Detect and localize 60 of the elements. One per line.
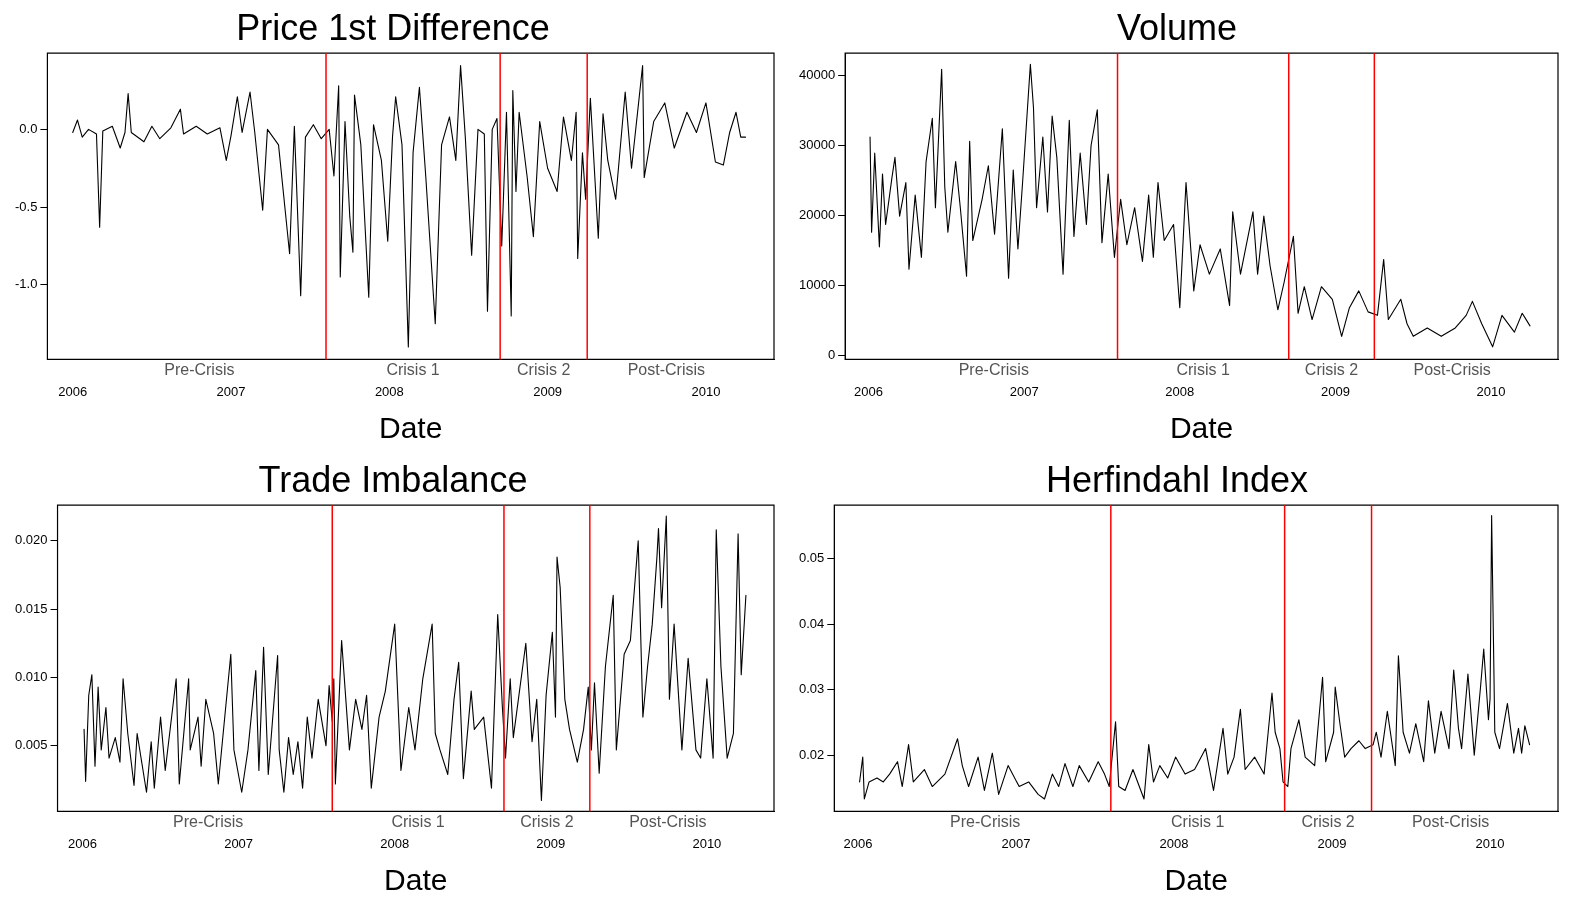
text: Crisis 2	[520, 812, 574, 830]
text: Crisis 2	[517, 360, 571, 378]
x-tick-label: 2008	[380, 835, 410, 851]
x-tick-label: 2010	[692, 835, 722, 851]
text: Crisis 1	[386, 360, 440, 378]
y-tick-label: 0.03	[798, 681, 825, 697]
text: Post-Crisis	[627, 360, 706, 378]
text: Crisis 1	[1171, 812, 1225, 830]
text: Crisis 2	[1304, 360, 1359, 378]
text: Post-Crisis	[1413, 360, 1491, 378]
chart-title: Volume	[1116, 6, 1238, 48]
x-axis-title: Date	[1169, 411, 1234, 445]
x-tick-label: 2009	[1320, 383, 1350, 399]
chart-title: Price 1st Difference	[236, 6, 550, 48]
x-axis-title: Date	[384, 863, 448, 897]
x-tick-label: 2006	[68, 835, 97, 851]
text: Post-Crisis	[629, 812, 707, 830]
y-tick-label: 0.020	[14, 532, 48, 548]
y-tick-label: 0.015	[14, 600, 48, 616]
x-tick-label: 2007	[1001, 835, 1031, 851]
text: Crisis 1	[1176, 360, 1230, 378]
text: Pre-Crisis	[958, 360, 1029, 378]
x-tick-label: 2009	[1317, 835, 1347, 851]
x-tick-label: 2006	[854, 383, 883, 399]
x-tick-label: 2006	[843, 835, 873, 851]
y-tick-label: 0.005	[14, 737, 48, 753]
x-tick-label: 2007	[216, 383, 246, 399]
x-tick-label: 2010	[691, 383, 721, 399]
x-tick-label: 2010	[1475, 835, 1505, 851]
chart-title: Herfindahl Index	[1045, 458, 1309, 500]
y-tick-label: -0.5	[14, 198, 38, 214]
x-tick-label: 2008	[1165, 383, 1195, 399]
x-tick-label: 2007	[224, 835, 254, 851]
text: Pre-Crisis	[173, 812, 244, 830]
text: Post-Crisis	[1411, 812, 1490, 830]
x-tick-label: 2006	[58, 383, 88, 399]
x-axis-title: Date	[1164, 863, 1228, 897]
y-tick-label: -1.0	[14, 276, 38, 292]
y-tick-label: 20000	[798, 206, 836, 222]
x-tick-label: 2009	[533, 383, 563, 399]
y-tick-label: 0	[827, 346, 836, 362]
text: Crisis 1	[391, 812, 445, 830]
y-tick-label: 10000	[798, 276, 836, 292]
y-tick-label: 0.05	[798, 550, 825, 566]
x-tick-label: 2010	[1476, 383, 1506, 399]
x-tick-label: 2008	[374, 383, 404, 399]
x-tick-label: 2008	[1159, 835, 1189, 851]
x-axis-title: Date	[379, 411, 443, 445]
y-tick-label: 40000	[798, 67, 836, 83]
text: Pre-Crisis	[164, 360, 235, 378]
y-tick-label: 0.0	[19, 120, 38, 136]
text: Pre-Crisis	[950, 812, 1021, 830]
y-tick-label: 30000	[798, 137, 836, 153]
chart-title: Trade Imbalance	[258, 458, 528, 500]
x-tick-label: 2007	[1009, 383, 1039, 399]
y-tick-label: 0.04	[798, 615, 825, 631]
y-tick-label: 0.02	[798, 746, 825, 762]
text: Crisis 2	[1301, 812, 1355, 830]
x-tick-label: 2009	[536, 835, 566, 851]
y-tick-label: 0.010	[14, 669, 48, 685]
